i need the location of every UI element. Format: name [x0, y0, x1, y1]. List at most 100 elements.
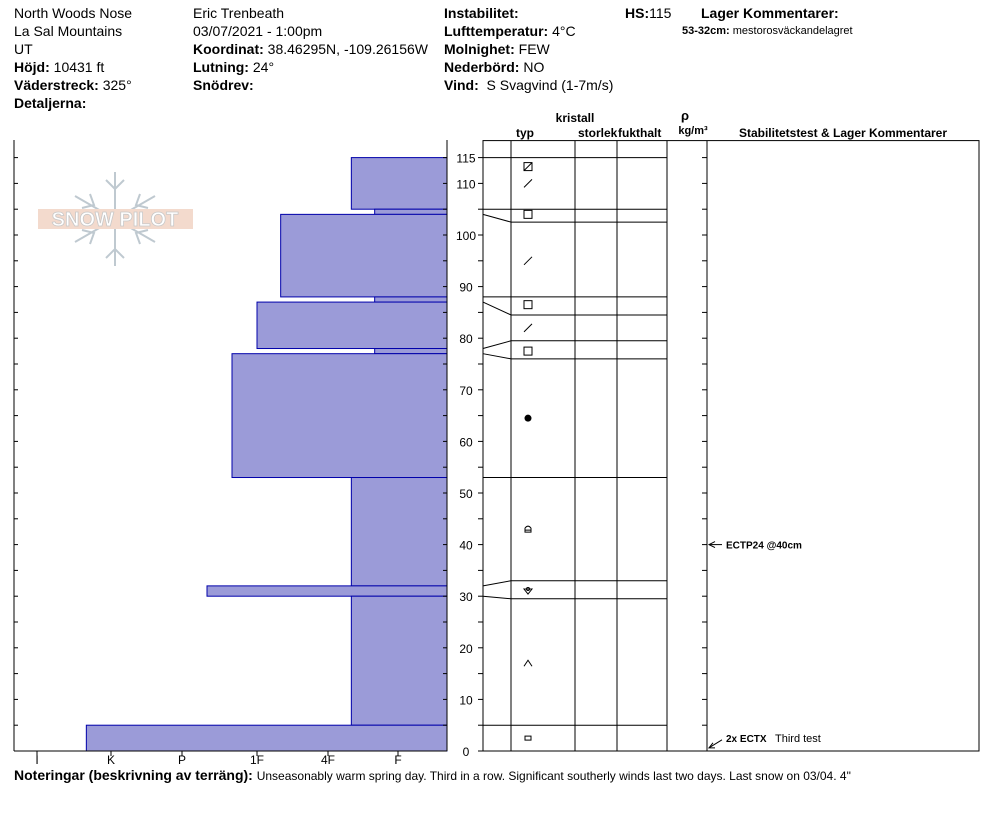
- layer-comment: 53-32cm: mestorosväckandelagret: [682, 25, 853, 37]
- depth-tick-label: 0: [463, 745, 470, 759]
- grain-symbol-box-slash: [523, 162, 533, 172]
- hardness-bar-6: [231, 353, 448, 479]
- hardness-tick-label: K: [107, 753, 115, 767]
- datetime: 03/07/2021 - 1:00pm: [193, 23, 323, 39]
- observer: Eric Trenbeath: [193, 5, 285, 21]
- grain-symbol-square: [523, 300, 533, 310]
- col-moisture: fukthalt: [618, 126, 661, 140]
- aspect: Väderstreck: 325°: [14, 77, 132, 93]
- hardness-bar-8: [206, 585, 448, 597]
- depth-tick-label: 90: [459, 281, 473, 295]
- stability-test-0: ECTP24 @40cm: [707, 541, 802, 552]
- hardness-bar-10: [85, 724, 448, 752]
- snow-height: HS:115: [625, 5, 672, 21]
- grain-stroke: [523, 179, 533, 188]
- depth-tick-label: 70: [459, 384, 473, 398]
- hardness-bar-0: [350, 157, 448, 210]
- depth-tick-label: 20: [459, 642, 473, 656]
- grain-stroke: [523, 256, 533, 266]
- details-label: Detaljerna:: [14, 95, 87, 111]
- grain-symbol-slash: [523, 323, 533, 333]
- test-arrow-head: [707, 541, 716, 549]
- grain-symbol-slash: [523, 256, 533, 266]
- snowpilot-logo-text: SNOW PILOT: [52, 209, 179, 231]
- col-type: typ: [516, 126, 534, 140]
- snowpilot-logo: [38, 172, 193, 266]
- hardness-tick-label: 1F: [250, 753, 264, 767]
- grain-box: [523, 162, 533, 172]
- location-name: North Woods Nose: [14, 5, 133, 21]
- hardness-tick-label: P: [178, 753, 186, 767]
- hardness-tick-label: 4F: [321, 753, 335, 767]
- hardness-bar-7: [350, 477, 448, 587]
- depth-tick-label: 40: [459, 539, 473, 553]
- hardness-bar-5: [374, 348, 448, 355]
- grain-symbol-depth-hoar: [523, 659, 533, 667]
- depth-tick-label: 30: [459, 590, 473, 604]
- grain-symbol-slash: [523, 179, 533, 188]
- layer-boundary: [482, 580, 667, 587]
- test-label: ECTP24 @40cm: [726, 541, 802, 552]
- layer-boundary: [482, 595, 667, 600]
- notes: Noteringar (beskrivning av terräng): Uns…: [14, 767, 851, 783]
- hardness-tick-label: F: [394, 753, 401, 767]
- sky-cover: Molnighet: FEW: [444, 41, 550, 57]
- grain-box: [523, 346, 533, 356]
- stability-test-1: 2x ECTX Third test: [707, 733, 821, 749]
- grain-box: [523, 209, 533, 219]
- grain-stroke: [523, 323, 533, 333]
- hardness-bar-4: [256, 301, 448, 350]
- grain-symbol-dot: [524, 414, 532, 422]
- layer-boundary: [482, 301, 667, 316]
- grain-shape: [522, 588, 534, 595]
- mountain-range: La Sal Mountains: [14, 23, 123, 39]
- layer-boundary: [482, 353, 667, 360]
- grain-shape: [523, 659, 533, 667]
- grain-box: [524, 735, 532, 741]
- wind: Vind: S Svagvind (1-7m/s): [444, 77, 614, 93]
- grain-symbol-square: [523, 209, 533, 219]
- depth-tick-label: 10: [459, 693, 473, 707]
- precipitation: Nederbörd: NO: [444, 59, 545, 75]
- grain-shape: [526, 587, 530, 592]
- test-label: 2x ECTX: [726, 734, 767, 745]
- depth-tick-label: 50: [459, 487, 473, 501]
- hardness-bar-9: [350, 595, 448, 726]
- depth-tick-label: 60: [459, 435, 473, 449]
- test-comment: Third test: [775, 733, 821, 745]
- col-stability: Stabilitetstest & Lager Kommentarer: [739, 126, 947, 140]
- snow-drift: Snödrev:: [193, 77, 254, 93]
- elevation: Höjd: 10431 ft: [14, 59, 105, 75]
- depth-tick-label: 110: [456, 177, 475, 191]
- hardness-bar-2: [280, 213, 448, 298]
- depth-tick-label: 115: [456, 152, 475, 166]
- grain-symbol-crust: [524, 735, 532, 741]
- depth-tick-label: 100: [456, 229, 476, 243]
- grain-symbol-square: [523, 346, 533, 356]
- grain-stroke: [523, 162, 533, 171]
- layer-comments-title: Lager Kommentarer:: [701, 5, 839, 21]
- slope: Lutning: 24°: [193, 59, 275, 75]
- grain-symbol-facet-hoar: [524, 525, 532, 533]
- depth-tick-label: 80: [459, 332, 473, 346]
- air-temperature: Lufttemperatur: 4°C: [444, 23, 576, 39]
- hardness-tick-label: I: [35, 753, 38, 767]
- layer-table-frame: [482, 140, 980, 752]
- grain-dot: [524, 414, 532, 422]
- grain-symbol-surface-hoar: [522, 587, 534, 595]
- instability: Instabilitet:: [444, 5, 519, 21]
- grain-shape: [524, 525, 532, 533]
- col-size: storlek: [578, 126, 618, 140]
- state: UT: [14, 41, 33, 57]
- grain-box: [523, 300, 533, 310]
- hardness-bar-3: [374, 296, 448, 303]
- layer-boundary: [482, 213, 667, 223]
- layer-boundary: [482, 340, 667, 350]
- col-density-unit: kg/m³: [678, 125, 708, 137]
- coordinates: Koordinat: 38.46295N, -109.26156W: [193, 41, 428, 57]
- test-arrow-head: [707, 742, 715, 749]
- test-arrow-line: [708, 739, 723, 749]
- col-rho: ρ: [681, 108, 689, 123]
- col-crystal: kristall: [556, 111, 595, 125]
